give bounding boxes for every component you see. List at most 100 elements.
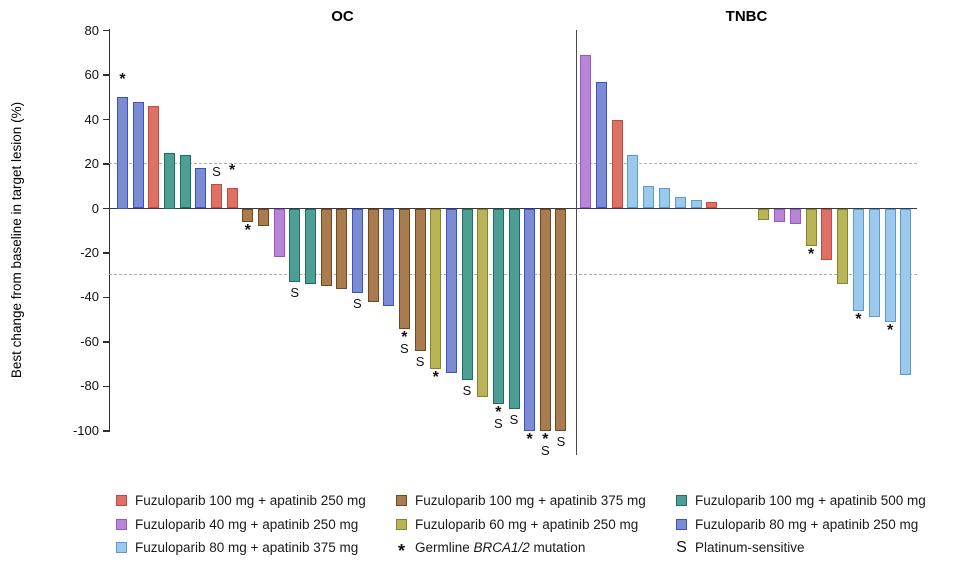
bar bbox=[148, 106, 160, 209]
y-tick bbox=[102, 29, 109, 32]
legend-item: * Germline BRCA1/2 mutation bbox=[396, 536, 646, 562]
legend-item: S Platinum-sensitive bbox=[676, 536, 926, 560]
bar bbox=[242, 208, 254, 222]
y-tick-label: 80 bbox=[84, 22, 99, 38]
bar bbox=[508, 208, 520, 409]
bar bbox=[853, 208, 864, 311]
bar bbox=[367, 208, 379, 302]
legend-item: Fuzuloparib 60 mg + apatinib 250 mg bbox=[396, 513, 646, 537]
bar bbox=[226, 188, 238, 209]
bar-marker-brca: * bbox=[542, 430, 549, 448]
bar bbox=[580, 55, 591, 209]
bar-marker-platinum: S bbox=[400, 340, 409, 356]
y-axis-label: Best change from baseline in target lesi… bbox=[9, 101, 24, 379]
y-axis-line bbox=[108, 29, 110, 432]
bar-marker-brca: * bbox=[228, 162, 236, 180]
bar bbox=[900, 208, 912, 376]
bar bbox=[304, 208, 316, 285]
bar bbox=[492, 208, 504, 405]
bar-marker-platinum: S bbox=[509, 411, 519, 427]
bar bbox=[257, 208, 269, 227]
bar bbox=[595, 81, 607, 209]
bar bbox=[524, 208, 536, 431]
bar bbox=[163, 152, 175, 209]
bar bbox=[821, 208, 833, 260]
y-tick-label: -100 bbox=[72, 422, 99, 438]
bar bbox=[117, 97, 128, 209]
brca-gene: BRCA1/2 bbox=[473, 540, 530, 556]
bar-marker-brca: * bbox=[526, 430, 533, 448]
y-tick-label: -20 bbox=[80, 244, 99, 260]
bar bbox=[611, 119, 623, 209]
bar bbox=[383, 208, 395, 307]
bar bbox=[884, 208, 896, 322]
bar-marker-brca: * bbox=[244, 221, 251, 239]
legend-swatch-f60a250 bbox=[396, 518, 407, 530]
y-tick-label: 20 bbox=[84, 156, 99, 172]
bar bbox=[690, 199, 702, 209]
legend-label: Fuzuloparib 80 mg + apatinib 250 mg bbox=[695, 516, 919, 532]
y-tick bbox=[102, 341, 109, 343]
legend-label: Fuzuloparib 80 mg + apatinib 375 mg bbox=[135, 540, 359, 556]
legend-column-2: Fuzuloparib 100 mg + apatinib 375 mg Fuz… bbox=[396, 489, 646, 562]
panel-title-tnbc: TNBC bbox=[725, 8, 768, 25]
legend-item: Fuzuloparib 100 mg + apatinib 250 mg bbox=[116, 489, 366, 513]
legend-column-3: Fuzuloparib 100 mg + apatinib 500 mg Fuz… bbox=[676, 489, 926, 560]
legend-swatch-f100a500 bbox=[676, 495, 687, 507]
bar bbox=[445, 208, 457, 373]
panel-title-oc: OC bbox=[331, 8, 354, 25]
y-tick bbox=[102, 74, 109, 76]
bar bbox=[774, 208, 785, 222]
bar bbox=[398, 208, 410, 329]
bar bbox=[273, 208, 285, 258]
legend-label: Fuzuloparib 40 mg + apatinib 250 mg bbox=[135, 516, 359, 532]
bar bbox=[539, 208, 551, 431]
bar-marker-brca: * bbox=[401, 328, 408, 346]
legend-label: Platinum-sensitive bbox=[695, 540, 805, 556]
y-tick-label: 60 bbox=[84, 67, 99, 83]
bar bbox=[210, 184, 222, 209]
legend-label: Fuzuloparib 100 mg + apatinib 250 mg bbox=[135, 493, 366, 509]
bar-marker-brca: * bbox=[855, 310, 862, 328]
bar bbox=[643, 186, 655, 209]
legend-swatch-f100a250 bbox=[116, 495, 127, 507]
brca-suffix: mutation bbox=[529, 540, 586, 556]
brca-asterisk-symbol: * bbox=[397, 541, 405, 562]
bar-marker-platinum: S bbox=[415, 353, 425, 369]
bar bbox=[837, 208, 849, 285]
bar bbox=[351, 208, 363, 293]
panel-divider bbox=[575, 30, 577, 455]
y-tick-label: 40 bbox=[84, 111, 99, 127]
bar bbox=[132, 101, 144, 209]
bar bbox=[320, 208, 332, 287]
legend-label: Fuzuloparib 100 mg + apatinib 500 mg bbox=[695, 493, 926, 509]
bar-marker-platinum: S bbox=[353, 295, 362, 311]
legend-swatch-f80a375 bbox=[116, 542, 127, 554]
y-tick bbox=[102, 118, 109, 121]
bar-marker-platinum: S bbox=[540, 442, 550, 458]
bar bbox=[414, 208, 426, 351]
y-tick bbox=[102, 430, 109, 432]
y-tick-label: 0 bbox=[91, 200, 99, 216]
bar bbox=[758, 208, 770, 220]
legend-item: Fuzuloparib 100 mg + apatinib 375 mg bbox=[396, 489, 646, 513]
legend-swatch-f40a250 bbox=[116, 518, 127, 530]
brca-prefix: Germline bbox=[415, 540, 474, 556]
y-tick-label: -40 bbox=[80, 289, 99, 305]
bar bbox=[430, 208, 442, 369]
legend-swatch-f80a250 bbox=[676, 518, 687, 530]
bar bbox=[289, 208, 301, 282]
bar-marker-brca: * bbox=[432, 368, 439, 386]
legend-label-brca: Germline BRCA1/2 mutation bbox=[415, 540, 585, 555]
bar bbox=[477, 208, 489, 398]
legend-label: Fuzuloparib 100 mg + apatinib 375 mg bbox=[415, 493, 646, 509]
bar bbox=[805, 208, 817, 247]
zero-baseline bbox=[109, 207, 917, 210]
bar bbox=[627, 155, 639, 209]
legend-swatch-f100a375 bbox=[396, 495, 407, 507]
legend-item: Fuzuloparib 80 mg + apatinib 375 mg bbox=[116, 536, 366, 560]
y-tick-label: -60 bbox=[80, 333, 99, 349]
legend-label: Fuzuloparib 60 mg + apatinib 250 mg bbox=[415, 516, 639, 532]
bar-marker-platinum: S bbox=[556, 433, 566, 449]
platinum-s-symbol: S bbox=[676, 538, 687, 556]
